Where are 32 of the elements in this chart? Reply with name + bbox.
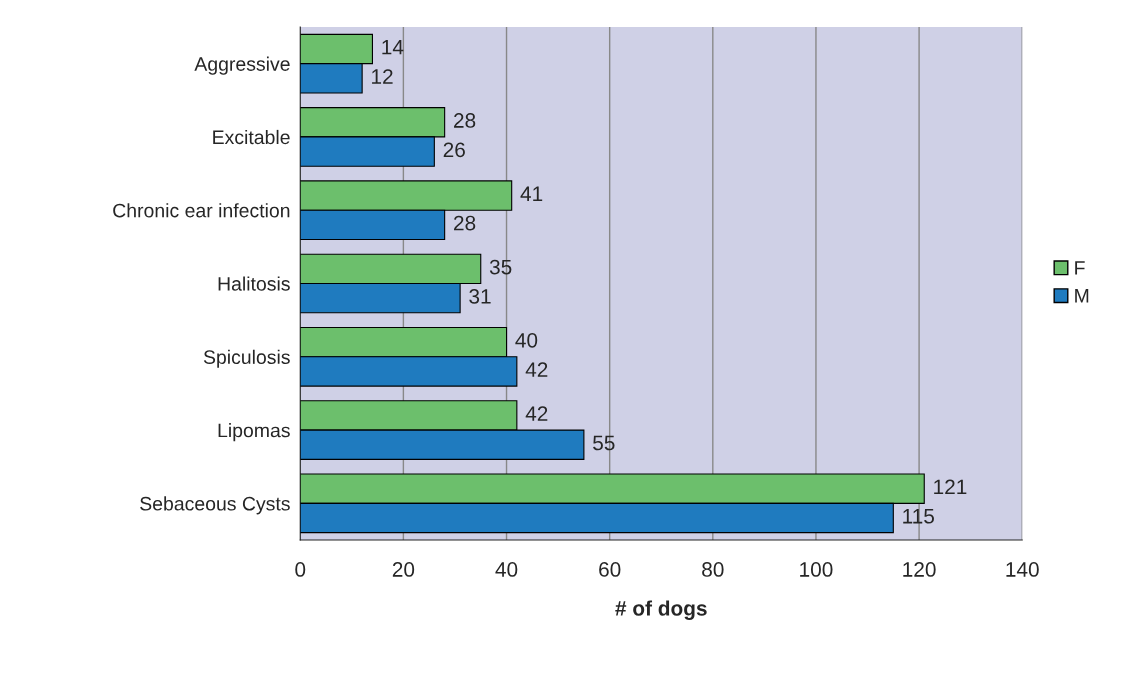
data-label: 28 bbox=[454, 215, 476, 231]
x-tick-label: 80 bbox=[702, 562, 724, 577]
data-label: 31 bbox=[469, 289, 491, 304]
x-tick-label: 100 bbox=[800, 562, 833, 577]
x-tick-label: 120 bbox=[903, 562, 936, 577]
y-tick-label: Aggressive bbox=[194, 56, 290, 75]
data-label: 55 bbox=[593, 435, 615, 451]
x-tick-label: 60 bbox=[599, 562, 621, 577]
x-tick-label: 140 bbox=[1006, 562, 1039, 577]
y-tick-label: Chronic ear infection bbox=[113, 203, 290, 218]
y-tick-label: Excitable bbox=[213, 129, 290, 145]
legend-label: M bbox=[1075, 289, 1089, 303]
data-label: 28 bbox=[454, 113, 476, 128]
data-label: 41 bbox=[520, 186, 543, 201]
data-label: 14 bbox=[382, 40, 404, 55]
data-label: 35 bbox=[489, 259, 512, 275]
legend-label: F bbox=[1075, 261, 1085, 275]
data-label: 115 bbox=[903, 509, 934, 524]
data-label: 12 bbox=[372, 69, 393, 84]
x-axis-title: # of dogs bbox=[615, 600, 707, 620]
data-label: 42 bbox=[525, 406, 548, 421]
data-label: 26 bbox=[443, 142, 465, 158]
y-tick-label: Lipomas bbox=[218, 423, 290, 442]
x-tick-label: 40 bbox=[495, 562, 518, 577]
x-tick-label: 0 bbox=[295, 562, 306, 577]
data-label: 42 bbox=[525, 362, 548, 377]
y-tick-label: Spiculosis bbox=[203, 349, 290, 368]
y-tick-label: Sebaceous Cysts bbox=[140, 496, 290, 515]
x-tick-label: 20 bbox=[392, 562, 415, 577]
data-label: 40 bbox=[515, 332, 538, 348]
data-label: 121 bbox=[934, 479, 967, 495]
y-tick-label: Halitosis bbox=[218, 276, 290, 291]
